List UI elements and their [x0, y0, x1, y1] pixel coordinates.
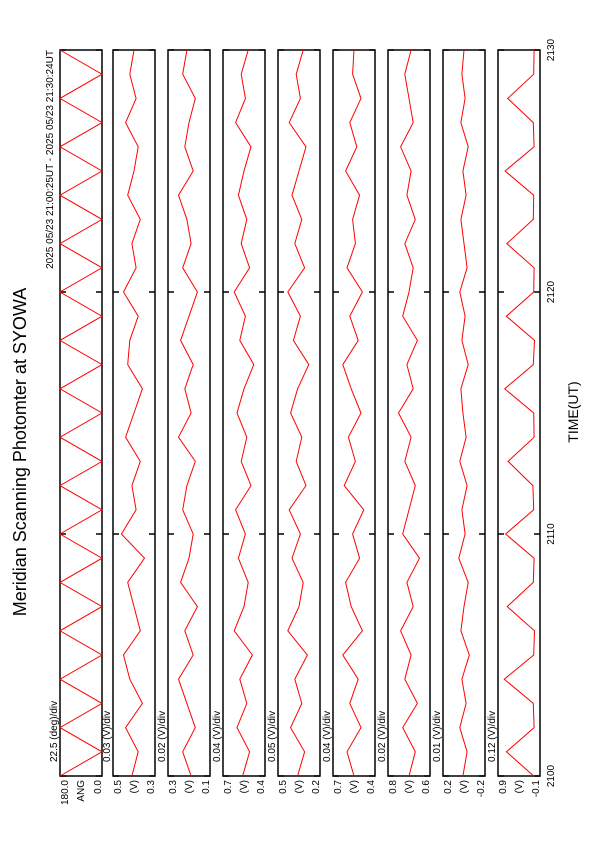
y-tick-label: 0.8 — [388, 780, 399, 794]
data-line — [177, 49, 198, 777]
rotated-plot: Meridian Scanning Photomter at SYOWA 202… — [10, 38, 581, 805]
y-tick-label: 0.2 — [443, 780, 454, 794]
y-tick-label: 0.4 — [366, 780, 377, 794]
panel-unit: (V) — [184, 780, 195, 793]
panel-frame — [277, 49, 321, 777]
data-line — [503, 49, 536, 777]
y-tick-label: 0.0 — [93, 780, 104, 794]
y-tick-label: 0.2 — [311, 780, 322, 794]
panel-scale: 22.5 (deg)/div — [49, 701, 60, 762]
panel-frame — [387, 49, 431, 777]
data-line — [120, 49, 146, 777]
data-line — [458, 49, 470, 777]
panel-unit: ANG — [76, 780, 87, 802]
panel-unit: (V) — [349, 780, 360, 793]
data-line — [342, 49, 365, 777]
panel-unit: (V) — [294, 780, 305, 793]
panel-unit: (V) — [404, 780, 415, 793]
y-tick-label: 0.3 — [146, 780, 157, 794]
panel-scale: 0.04 (V)/div — [212, 711, 223, 762]
y-tick-label: 0.3 — [168, 780, 179, 794]
panel-unit: (V) — [239, 780, 250, 793]
y-tick-label: 0.7 — [333, 780, 344, 794]
panel-scale: 0.05 (V)/div — [267, 711, 278, 762]
x-tick-label: 2100 — [546, 764, 557, 787]
panel-scale: 0.12 (V)/div — [487, 711, 498, 762]
y-tick-label: -0.2 — [476, 780, 487, 798]
y-tick-label: 0.6 — [421, 780, 432, 794]
data-line — [58, 49, 104, 777]
panel-unit: (V) — [514, 780, 525, 793]
data-line — [287, 49, 310, 777]
y-tick-label: 0.5 — [278, 780, 289, 794]
panel-unit: (V) — [459, 780, 470, 793]
y-tick-label: -0.1 — [531, 780, 542, 798]
panel-scale: 0.02 (V)/div — [377, 711, 388, 762]
y-tick-label: 0.7 — [223, 780, 234, 794]
y-tick-label: 0.9 — [498, 780, 509, 794]
x-tick-label: 2120 — [546, 280, 557, 303]
y-tick-label: 0.4 — [256, 780, 267, 794]
panel-frame — [222, 49, 266, 777]
panel-scale: 0.01 (V)/div — [432, 711, 443, 762]
data-line — [397, 49, 421, 777]
panel-scale: 0.03 (V)/div — [102, 711, 113, 762]
panel-scale: 0.04 (V)/div — [322, 711, 333, 762]
subtitle: 2025 05/23 21:00:25UT - 2025 05/23 21:30… — [45, 50, 56, 269]
panel-frame — [497, 49, 541, 777]
y-tick-label: 0.5 — [113, 780, 124, 794]
panel-scale: 0.02 (V)/div — [157, 711, 168, 762]
chart-title: Meridian Scanning Photomter at SYOWA — [10, 288, 30, 616]
panel-frame — [332, 49, 376, 777]
x-axis-label: TIME(UT) — [565, 381, 581, 442]
y-tick-label: 180.0 — [60, 780, 71, 805]
panel-frame — [167, 49, 211, 777]
y-tick-label: 0.1 — [201, 780, 212, 794]
panel-unit: (V) — [129, 780, 140, 793]
panel-frame — [442, 49, 486, 777]
x-tick-label: 2110 — [546, 523, 557, 545]
data-line — [233, 49, 255, 777]
x-tick-label: 2130 — [546, 38, 557, 61]
